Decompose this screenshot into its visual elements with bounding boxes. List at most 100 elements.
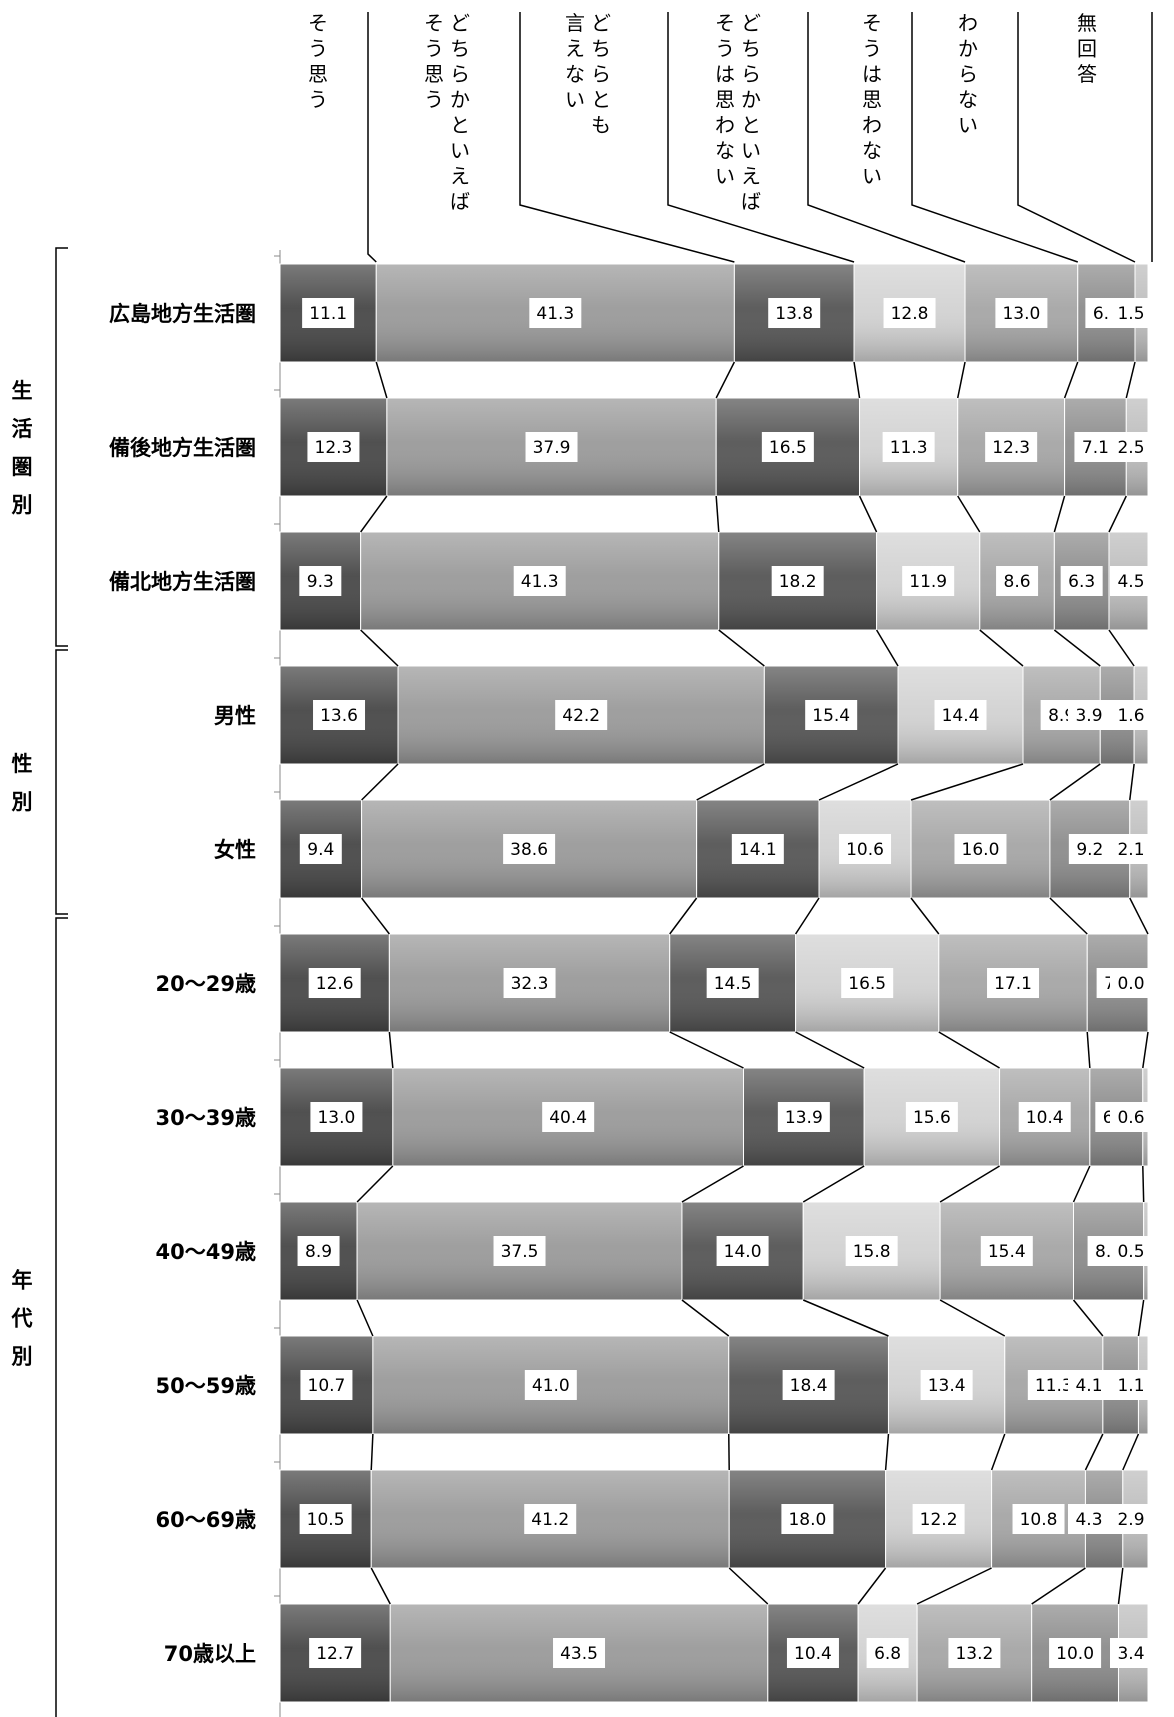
data-label: 42.2	[562, 706, 600, 726]
data-label: 4.1	[1075, 1376, 1102, 1396]
connector-line	[1142, 1031, 1149, 1069]
data-label-box	[1012, 1504, 1065, 1534]
data-label-box	[1110, 834, 1152, 864]
data-label: 3.4	[1117, 1644, 1144, 1664]
data-label: 10.4	[794, 1644, 832, 1664]
data-label-box	[1110, 968, 1152, 998]
connector-line	[1129, 763, 1135, 801]
data-label-box	[1110, 1370, 1152, 1400]
data-label: 37.9	[533, 438, 571, 458]
data-label: 1.5	[1117, 304, 1144, 324]
connector-line	[802, 1165, 865, 1203]
data-label: 13.0	[317, 1108, 355, 1128]
connector-line	[853, 361, 861, 399]
data-label: 41.3	[521, 572, 559, 592]
data-label-box	[706, 968, 759, 998]
legend-header-line: そう思う	[424, 11, 444, 112]
connector-line	[696, 763, 765, 801]
data-label-box	[525, 432, 578, 462]
header-leader-line	[1017, 12, 1136, 263]
data-label-box	[786, 1638, 839, 1668]
legend-header-line: わからない	[958, 11, 978, 137]
group-label: 性別	[12, 752, 33, 814]
data-label: 14.5	[714, 974, 752, 994]
row-label: 備後地方生活圏	[109, 436, 256, 460]
data-label: 13.0	[1002, 304, 1040, 324]
connector-line	[1063, 361, 1079, 399]
connector-line	[1086, 1031, 1091, 1069]
data-label-box	[805, 700, 858, 730]
connector-line	[1084, 1433, 1104, 1471]
data-label-box	[1110, 1102, 1152, 1132]
data-label: 11.9	[909, 572, 947, 592]
data-label: 2.1	[1117, 840, 1144, 860]
connector-line	[1053, 629, 1101, 667]
data-label-box	[1110, 1638, 1152, 1668]
connector-line	[1072, 1299, 1104, 1337]
data-label: 8.6	[1004, 572, 1031, 592]
connector-line	[957, 495, 981, 533]
data-label-box	[716, 1236, 769, 1266]
connector-line	[1049, 897, 1088, 935]
data-label-box	[882, 432, 935, 462]
data-label-box	[307, 432, 360, 462]
data-label: 9.3	[307, 572, 334, 592]
data-label: 2.5	[1117, 438, 1144, 458]
header-leader-line	[911, 12, 1079, 263]
data-label-box	[313, 700, 366, 730]
connector-line	[360, 897, 390, 935]
data-label-box	[980, 1236, 1033, 1266]
connector-line	[715, 495, 720, 533]
row-label: 備北地方生活圏	[109, 570, 256, 594]
data-label-box	[310, 1102, 363, 1132]
data-label-box	[1060, 566, 1103, 596]
bar-segment-shade	[897, 665, 1024, 765]
row-label: 広島地方生活圏	[109, 302, 256, 326]
connector-line	[1125, 361, 1136, 399]
connector-line	[857, 1567, 887, 1605]
data-label-box	[839, 834, 892, 864]
data-label-box	[905, 1102, 958, 1132]
data-label: 13.2	[955, 1644, 993, 1664]
connector-line	[360, 629, 399, 667]
data-label-box	[1068, 1504, 1110, 1534]
header-leader-line	[367, 12, 377, 263]
data-label-box	[731, 834, 784, 864]
data-label-box	[302, 298, 355, 328]
data-label-box	[1068, 700, 1110, 730]
connector-line	[1142, 1165, 1145, 1203]
data-label-box	[524, 1370, 577, 1400]
data-label: 10.8	[1020, 1510, 1058, 1530]
row-label: 40～49歳	[156, 1240, 256, 1264]
connector-line	[802, 1299, 889, 1337]
data-label: 37.5	[501, 1242, 539, 1262]
data-label-box	[761, 432, 814, 462]
data-label: 18.0	[788, 1510, 826, 1530]
data-label-box	[777, 1102, 830, 1132]
connector-line	[669, 897, 698, 935]
data-label-box	[1074, 432, 1117, 462]
connector-line	[370, 1567, 391, 1605]
legend-header-line: 言えない	[565, 11, 585, 112]
data-label: 13.6	[320, 706, 358, 726]
connector-line	[1049, 763, 1101, 801]
data-label-box	[866, 1638, 909, 1668]
connector-line	[1129, 897, 1149, 935]
row-label: 50～59歳	[156, 1374, 256, 1398]
data-label: 12.2	[920, 1510, 958, 1530]
data-label: 18.4	[790, 1376, 828, 1396]
data-label: 43.5	[560, 1644, 598, 1664]
row-label: 60～69歳	[156, 1508, 256, 1532]
connector-line	[795, 1031, 865, 1069]
connector-line	[370, 1433, 374, 1471]
data-label: 12.3	[315, 438, 353, 458]
data-label: 15.8	[853, 1242, 891, 1262]
connector-line	[360, 495, 388, 533]
group-bracket	[55, 247, 68, 647]
data-label-box	[493, 1236, 546, 1266]
data-label: 8.9	[305, 1242, 332, 1262]
data-label: 14.4	[942, 706, 980, 726]
connector-line	[818, 763, 899, 801]
header-leader-line	[519, 12, 735, 263]
connector-line	[939, 1299, 1006, 1337]
